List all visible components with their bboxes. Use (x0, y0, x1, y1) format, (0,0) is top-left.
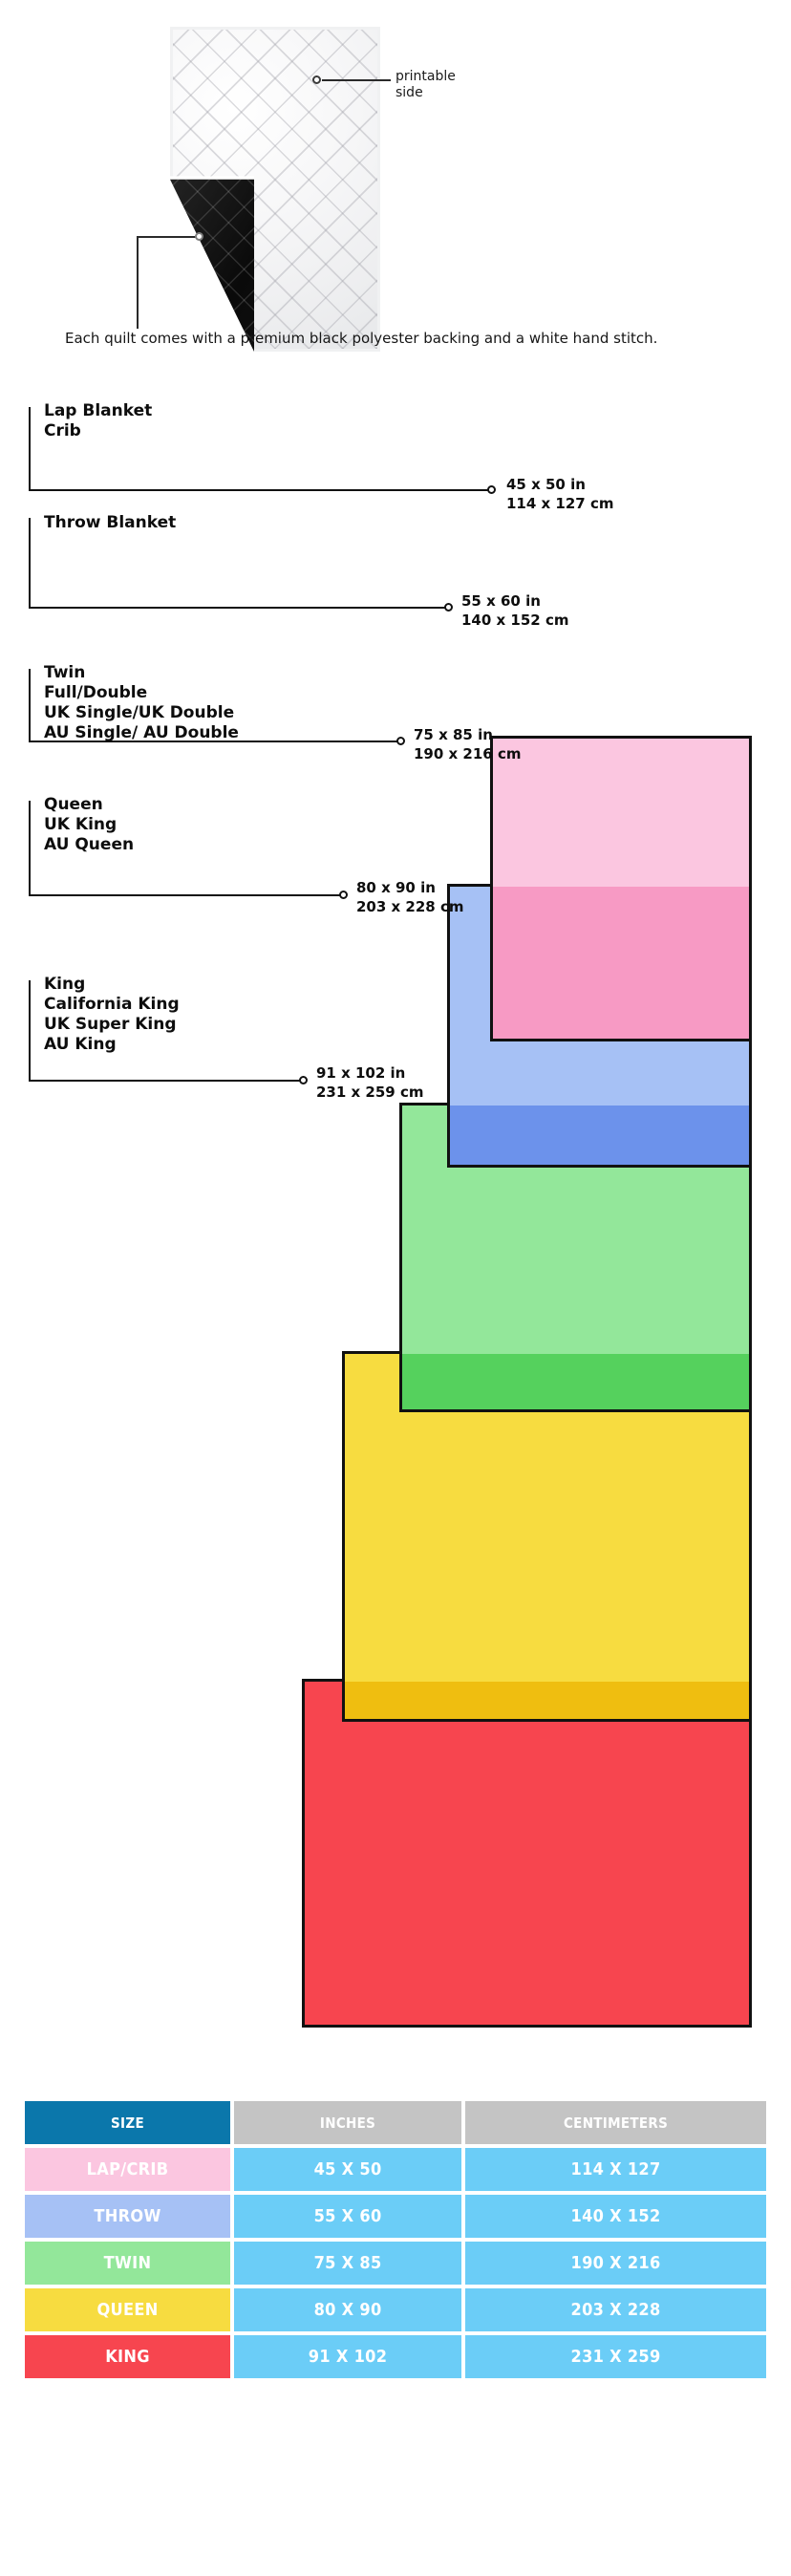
table-cell-cm-twin: 190 X 216 (465, 2242, 766, 2285)
group-label-twin: Twin Full/Double UK Single/UK Double AU … (44, 663, 239, 742)
table-cell-cm-queen: 203 X 228 (465, 2288, 766, 2331)
table-cell-cm-throw: 140 X 152 (465, 2195, 766, 2238)
table-cell-size-king: KING (25, 2335, 231, 2378)
group-label-king: King California King UK Super King AU Ki… (44, 975, 180, 1054)
printable-leader-dot (312, 75, 321, 84)
printable-side-callout: printable side (396, 69, 456, 101)
backing-leader-dot (195, 232, 203, 241)
overlap-tint-throw-twin (450, 1106, 749, 1165)
leader-vertical-king (29, 980, 31, 1082)
dimension-label-twin: 75 x 85 in 190 x 216 cm (414, 726, 522, 762)
table-row: LAP/CRIB 45 X 50 114 X 127 (25, 2148, 766, 2191)
table-header-size: SIZE (25, 2101, 231, 2144)
table-cell-inches-queen: 80 X 90 (234, 2288, 462, 2331)
leader-horizontal-throw (29, 607, 449, 609)
table-row: TWIN 75 X 85 190 X 216 (25, 2242, 766, 2285)
table-row: THROW 55 X 60 140 X 152 (25, 2195, 766, 2238)
backing-leader-line-h (137, 236, 196, 238)
overlap-tint-twin-queen (402, 1354, 749, 1409)
leader-vertical-throw (29, 518, 31, 609)
overlap-tint-lapcrib-throw (493, 887, 749, 1039)
table-cell-size-queen: QUEEN (25, 2288, 231, 2331)
quilt-caption: Each quilt comes with a premium black po… (65, 330, 658, 347)
leader-dot-queen (339, 891, 348, 899)
table-cell-inches-twin: 75 X 85 (234, 2242, 462, 2285)
group-label-lapcrib: Lap Blanket Crib (44, 401, 153, 440)
leader-vertical-twin (29, 669, 31, 742)
group-label-queen: Queen UK King AU Queen (44, 795, 135, 854)
printable-leader-line (322, 79, 391, 81)
overlap-tint-queen-king (345, 1682, 749, 1719)
table-cell-cm-lapcrib: 114 X 127 (465, 2148, 766, 2191)
leader-horizontal-twin (29, 741, 401, 742)
table-cell-size-lapcrib: LAP/CRIB (25, 2148, 231, 2191)
table-cell-size-twin: TWIN (25, 2242, 231, 2285)
leader-horizontal-lapcrib (29, 489, 492, 491)
leader-dot-twin (396, 737, 405, 745)
leader-dot-throw (444, 603, 453, 612)
size-rect-king (302, 1679, 752, 2028)
leader-horizontal-king (29, 1080, 304, 1082)
table-header-inches: INCHES (234, 2101, 462, 2144)
leader-dot-king (299, 1076, 308, 1084)
table-cell-inches-lapcrib: 45 X 50 (234, 2148, 462, 2191)
leader-dot-lapcrib (487, 485, 496, 494)
group-label-throw: Throw Blanket (44, 513, 177, 532)
dimension-label-lapcrib: 45 x 50 in 114 x 127 cm (506, 476, 614, 512)
table-cell-inches-throw: 55 X 60 (234, 2195, 462, 2238)
leader-horizontal-queen (29, 894, 344, 896)
table-row: KING 91 X 102 231 X 259 (25, 2335, 766, 2378)
table-cell-size-throw: THROW (25, 2195, 231, 2238)
size-diagram: Lap Blanket Crib 45 x 50 in 114 x 127 cm… (0, 401, 791, 2054)
backing-leader-line-v (137, 236, 139, 329)
table-header-centimeters: CENTIMETERS (465, 2101, 766, 2144)
quilt-illustration: printable side Each quilt comes with a p… (0, 0, 791, 401)
table-cell-inches-king: 91 X 102 (234, 2335, 462, 2378)
table-header-row: SIZE INCHES CENTIMETERS (25, 2101, 766, 2144)
leader-vertical-lapcrib (29, 407, 31, 491)
size-rect-queen (342, 1351, 752, 1722)
table-row: QUEEN 80 X 90 203 X 228 (25, 2288, 766, 2331)
table-cell-cm-king: 231 X 259 (465, 2335, 766, 2378)
dimension-label-king: 91 x 102 in 231 x 259 cm (316, 1064, 424, 1101)
dimension-label-throw: 55 x 60 in 140 x 152 cm (461, 592, 569, 629)
size-table: SIZE INCHES CENTIMETERS LAP/CRIB 45 X 50… (21, 2097, 770, 2382)
dimension-label-queen: 80 x 90 in 203 x 228 cm (356, 879, 464, 915)
leader-vertical-queen (29, 801, 31, 896)
